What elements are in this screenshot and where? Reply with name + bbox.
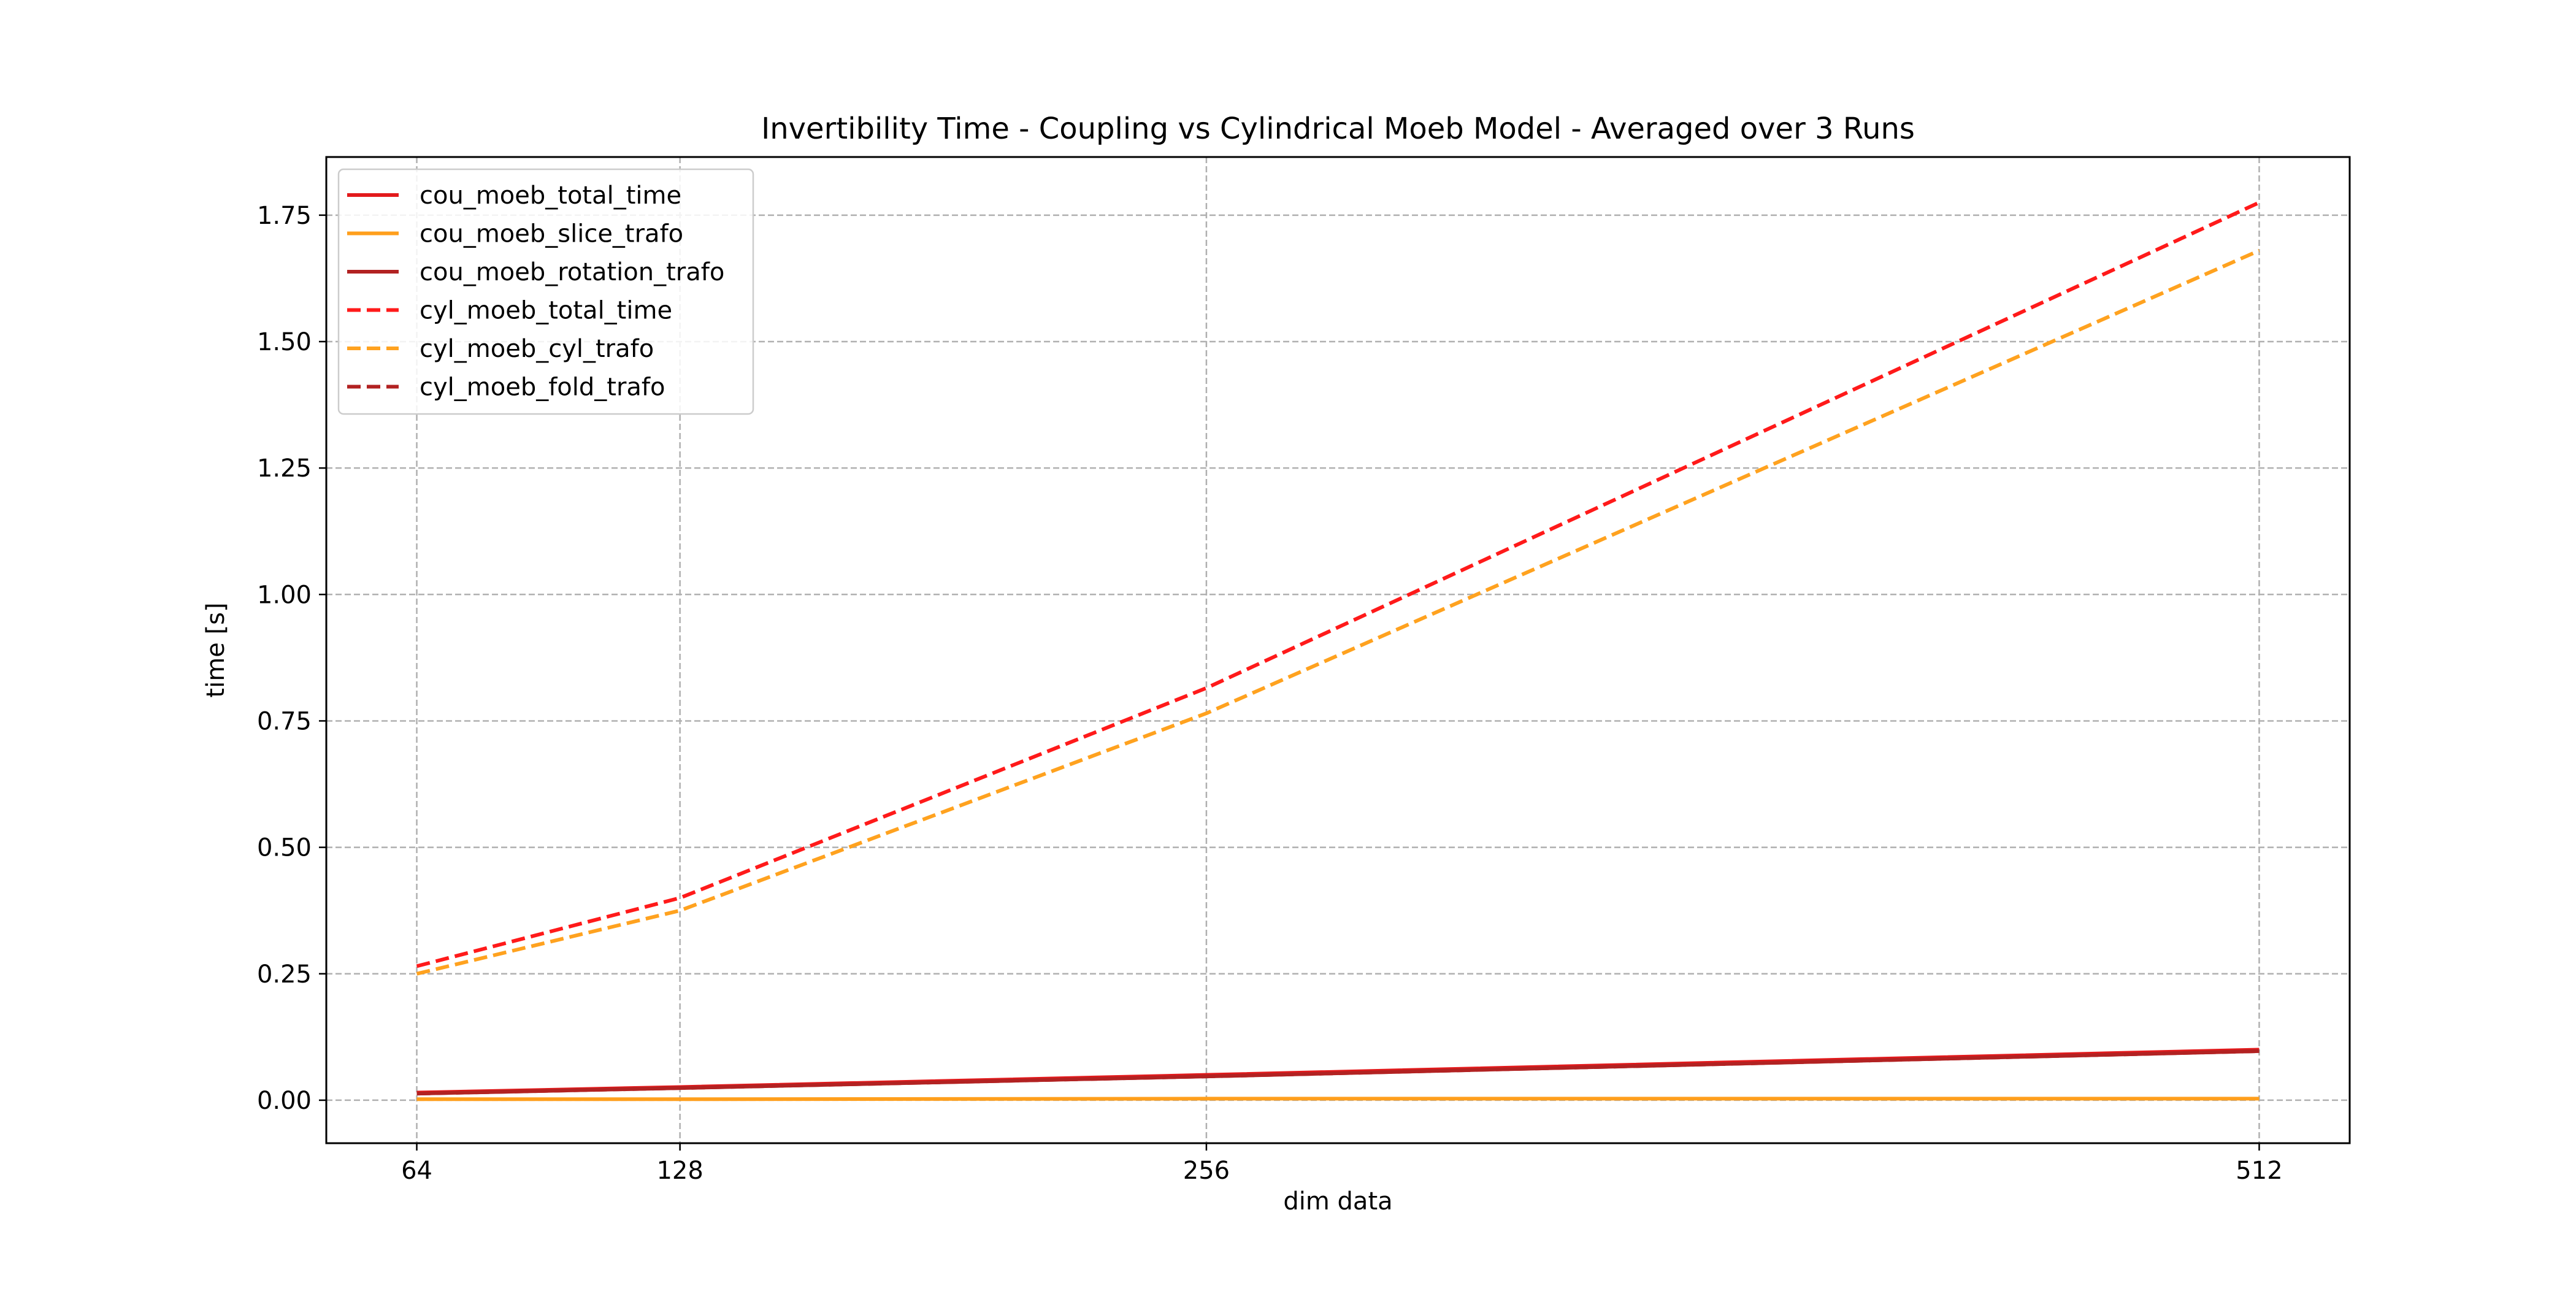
series-group bbox=[416, 201, 2260, 1101]
legend: cou_moeb_total_time cou_moeb_slice_trafoc… bbox=[337, 168, 754, 415]
legend-label: cou_moeb_rotation_trafo bbox=[420, 258, 724, 286]
chart-title: Invertibility Time - Coupling vs Cylindr… bbox=[761, 112, 1915, 146]
y-tick-label: 1.00 bbox=[257, 581, 312, 609]
y-tick-label: 0.25 bbox=[257, 960, 312, 989]
y-tick-label: 1.75 bbox=[257, 202, 312, 230]
series-line-cyl_moeb_cyl_trafo bbox=[416, 248, 2260, 976]
x-tick-label: 256 bbox=[1183, 1157, 1230, 1185]
x-tick-label: 512 bbox=[2236, 1157, 2282, 1185]
y-tick-label: 0.50 bbox=[257, 834, 312, 862]
y-tick-label: 0.75 bbox=[257, 707, 312, 735]
legend-label: cou_moeb_total_time bbox=[420, 182, 681, 210]
y-axis-label: time [s] bbox=[202, 602, 230, 697]
legend-label: cou_moeb_slice_trafo bbox=[420, 220, 683, 248]
plot-area-frame bbox=[325, 156, 2351, 1144]
series-line-cyl_moeb_fold_trafo bbox=[416, 1049, 2260, 1096]
x-axis-label: dim data bbox=[1283, 1187, 1392, 1216]
ticks: 64 128 256 512 0.00 0.25 0.50 0.75 1.00 1.25 1.50 1… bbox=[257, 202, 2283, 1185]
x-tick-label: 64 bbox=[401, 1157, 432, 1185]
legend-label: cyl_moeb_total_time bbox=[420, 297, 672, 325]
series-line-cyl_moeb_total_time bbox=[416, 201, 2260, 968]
x-tick-label: 128 bbox=[656, 1157, 703, 1185]
legend-label: cyl_moeb_fold_trafo bbox=[420, 374, 665, 402]
y-tick-label: 1.25 bbox=[257, 454, 312, 483]
y-tick-label: 0.00 bbox=[257, 1087, 312, 1115]
legend-box bbox=[337, 168, 754, 415]
series-line-cou_moeb_slice_trafo bbox=[416, 1097, 2260, 1101]
y-tick-label: 1.50 bbox=[257, 328, 312, 356]
legend-label: cyl_moeb_cyl_trafo bbox=[420, 335, 654, 363]
